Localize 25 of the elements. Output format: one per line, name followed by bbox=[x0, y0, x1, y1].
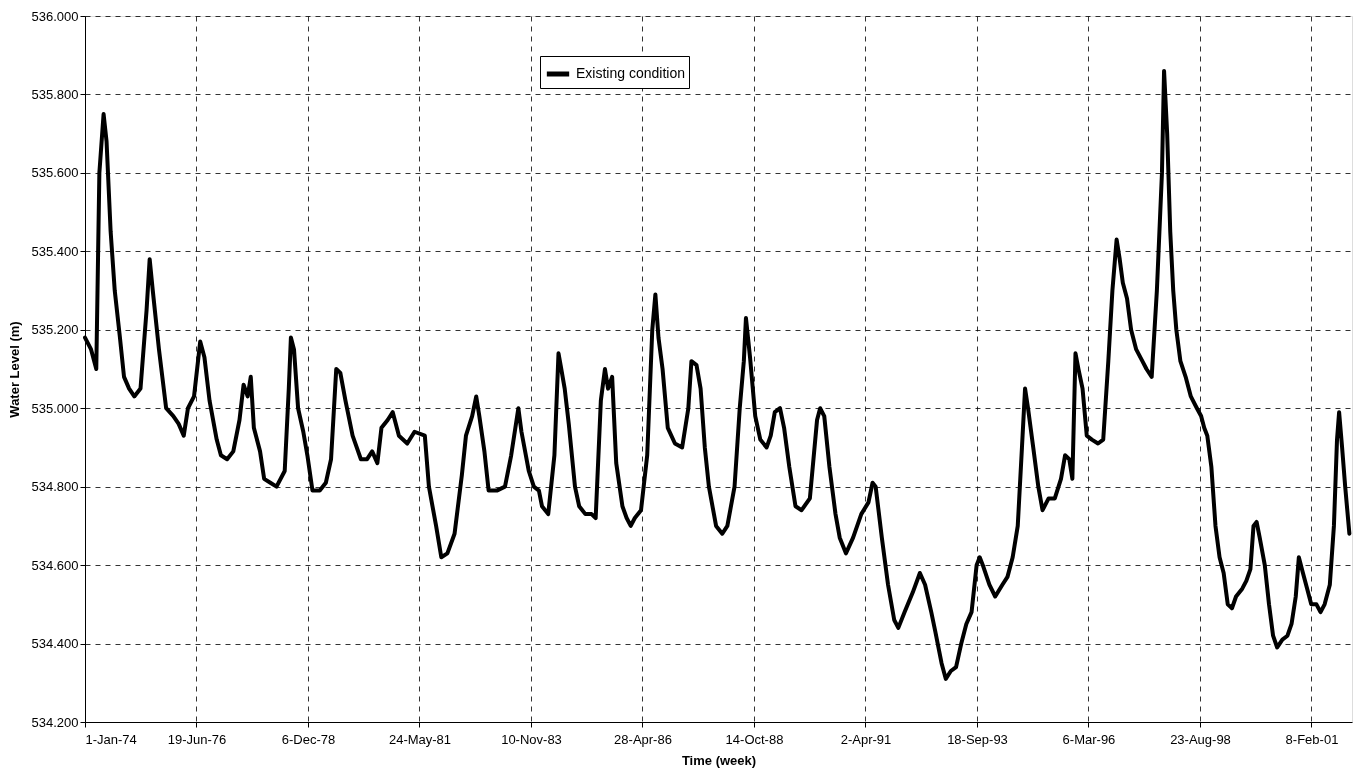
x-tick-label: 14-Oct-88 bbox=[725, 731, 784, 747]
y-tick-label: 534.200 bbox=[31, 714, 79, 730]
y-tick-label: 534.400 bbox=[31, 636, 79, 652]
y-tick-label: 535.400 bbox=[31, 243, 79, 259]
x-tick-label: 8-Feb-01 bbox=[1285, 731, 1339, 747]
y-tick-label: 535.600 bbox=[31, 165, 79, 181]
x-tick-label: 10-Nov-83 bbox=[501, 731, 562, 747]
x-tick-label: 1-Jan-74 bbox=[85, 731, 137, 747]
y-tick-label: 536.000 bbox=[31, 8, 79, 24]
y-tick-label: 534.600 bbox=[31, 557, 79, 573]
y-tick-label: 535.200 bbox=[31, 322, 79, 338]
x-tick-label: 24-May-81 bbox=[388, 731, 452, 747]
legend-label: Existing condition bbox=[576, 65, 685, 81]
y-tick-label: 535.800 bbox=[31, 86, 79, 102]
x-tick-label: 19-Jun-76 bbox=[167, 731, 227, 747]
x-tick-label: 6-Mar-96 bbox=[1062, 731, 1116, 747]
y-tick-label: 535.000 bbox=[31, 400, 79, 416]
x-tick-label: 28-Apr-86 bbox=[614, 731, 672, 747]
x-tick-label: 2-Apr-91 bbox=[840, 731, 892, 747]
y-axis-title: Water Level (m) bbox=[6, 321, 22, 418]
x-tick-label: 18-Sep-93 bbox=[947, 731, 1008, 747]
y-tick-label: 534.800 bbox=[31, 479, 79, 495]
x-tick-label: 23-Aug-98 bbox=[1170, 731, 1231, 747]
x-tick-label: 6-Dec-78 bbox=[281, 731, 336, 747]
x-axis-title: Time (week) bbox=[681, 752, 757, 768]
